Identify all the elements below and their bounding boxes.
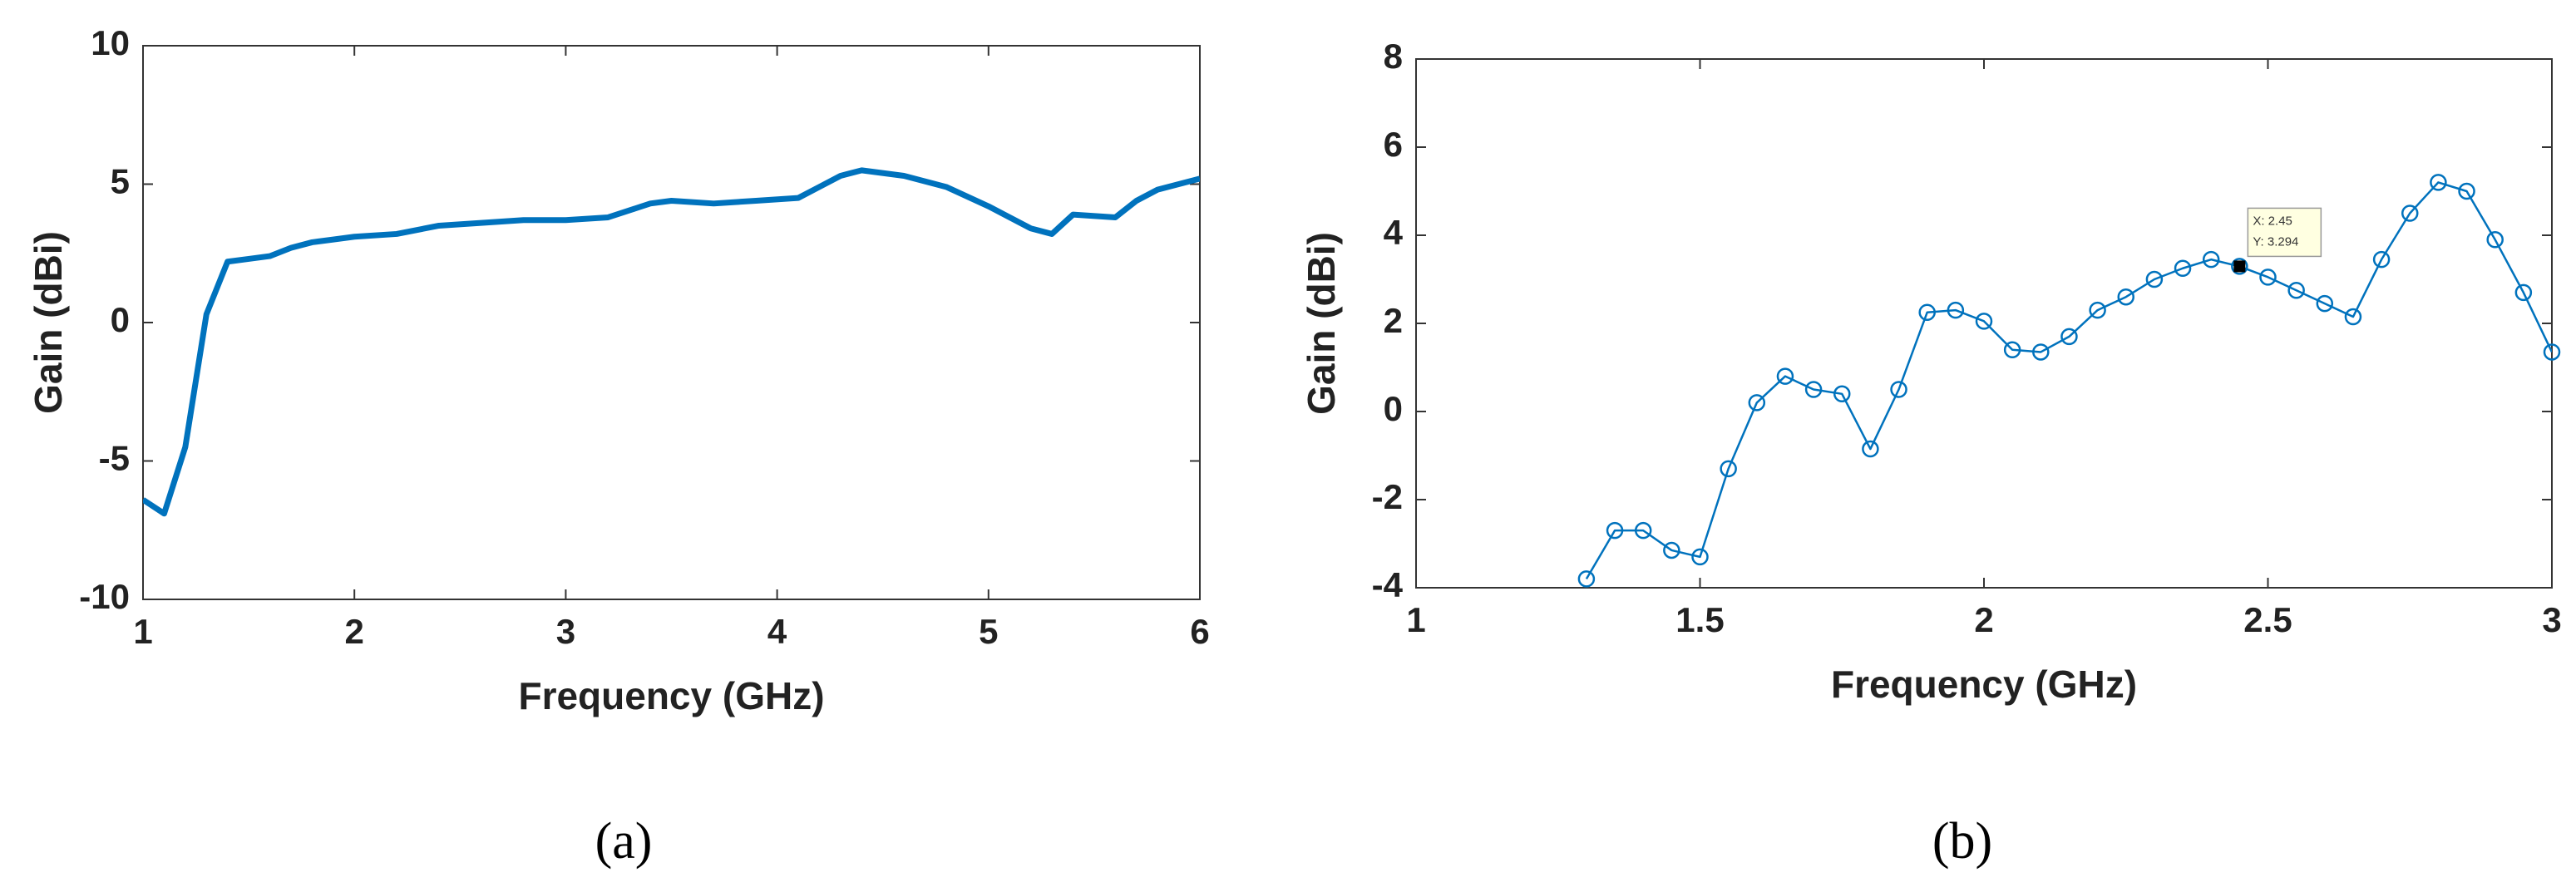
data-point bbox=[2430, 174, 2447, 191]
datatip-marker bbox=[2233, 260, 2246, 273]
x-tick-label: 3 bbox=[2542, 600, 2561, 639]
data-point bbox=[1691, 548, 1709, 566]
y-tick-label: 6 bbox=[1384, 125, 1403, 164]
y-tick-label: 0 bbox=[1384, 389, 1403, 428]
x-tick-label: 2.5 bbox=[2243, 600, 2292, 639]
y-tick-label: 2 bbox=[1384, 301, 1403, 340]
data-point bbox=[2202, 250, 2220, 269]
x-tick-label: 1.5 bbox=[1675, 600, 1724, 639]
y-tick-label: 4 bbox=[1384, 213, 1404, 252]
data-point bbox=[2344, 308, 2362, 326]
x-tick-label: 1 bbox=[133, 612, 152, 651]
y-axis-label: Gain (dBi) bbox=[27, 231, 70, 414]
y-tick-label: 8 bbox=[1384, 37, 1403, 76]
data-line bbox=[143, 167, 1200, 517]
axes-box bbox=[1415, 58, 2553, 589]
x-tick-label: 3 bbox=[556, 612, 575, 651]
data-point bbox=[1577, 570, 1596, 588]
data-point bbox=[2316, 294, 2334, 313]
data-point bbox=[1947, 301, 1965, 319]
data-point bbox=[2486, 231, 2504, 249]
datatip-y: Y: 3.294 bbox=[2253, 234, 2298, 249]
data-point bbox=[2514, 283, 2533, 302]
data-point bbox=[1918, 303, 1936, 321]
data-point bbox=[2032, 343, 2050, 361]
data-point bbox=[2231, 258, 2248, 275]
x-tick-label: 6 bbox=[1190, 612, 1209, 651]
data-point bbox=[2543, 343, 2561, 361]
data-point bbox=[2372, 250, 2391, 269]
data-point bbox=[2259, 269, 2277, 286]
data-point bbox=[2060, 328, 2078, 346]
y-tick-label: -4 bbox=[1372, 565, 1404, 604]
y-tick-label: 5 bbox=[111, 162, 130, 201]
y-tick-label: -2 bbox=[1372, 477, 1403, 516]
data-point bbox=[2117, 288, 2134, 306]
data-point bbox=[2401, 205, 2419, 222]
y-tick-label: 10 bbox=[91, 23, 130, 62]
data-point bbox=[2174, 259, 2192, 277]
y-tick-label: 0 bbox=[111, 300, 130, 339]
datatip-box bbox=[2247, 207, 2322, 258]
caption: (a) bbox=[595, 813, 653, 870]
y-tick-label: -10 bbox=[79, 577, 130, 616]
data-point bbox=[1663, 541, 1680, 559]
x-axis-label: Frequency (GHz) bbox=[1831, 663, 2137, 706]
y-axis-label: Gain (dBi) bbox=[1300, 232, 1343, 415]
data-point bbox=[1634, 521, 1652, 540]
data-point bbox=[1890, 381, 1907, 398]
data-point bbox=[1804, 381, 1823, 398]
x-tick-label: 5 bbox=[979, 612, 998, 651]
data-point bbox=[1776, 367, 1794, 385]
data-point bbox=[2089, 301, 2106, 319]
data-point bbox=[1748, 394, 1766, 412]
data-point bbox=[1862, 440, 1879, 458]
x-tick-label: 2 bbox=[1974, 600, 1993, 639]
data-point bbox=[1975, 313, 1993, 330]
data-point bbox=[2287, 282, 2305, 299]
x-axis-label: Frequency (GHz) bbox=[518, 674, 824, 717]
y-tick-label: -5 bbox=[99, 439, 130, 478]
axes-box bbox=[142, 45, 1201, 600]
data-point bbox=[1720, 460, 1737, 478]
datatip-x: X: 2.45 bbox=[2253, 214, 2292, 228]
data-line bbox=[1585, 181, 2552, 580]
caption: (b) bbox=[1932, 813, 1992, 870]
x-tick-label: 1 bbox=[1406, 600, 1425, 639]
data-point bbox=[2003, 341, 2021, 359]
data-point bbox=[1606, 521, 1624, 540]
x-tick-label: 4 bbox=[767, 612, 787, 651]
data-point bbox=[2458, 182, 2475, 200]
data-point bbox=[1833, 385, 1851, 403]
data-point bbox=[2145, 270, 2164, 288]
x-tick-label: 2 bbox=[345, 612, 364, 651]
